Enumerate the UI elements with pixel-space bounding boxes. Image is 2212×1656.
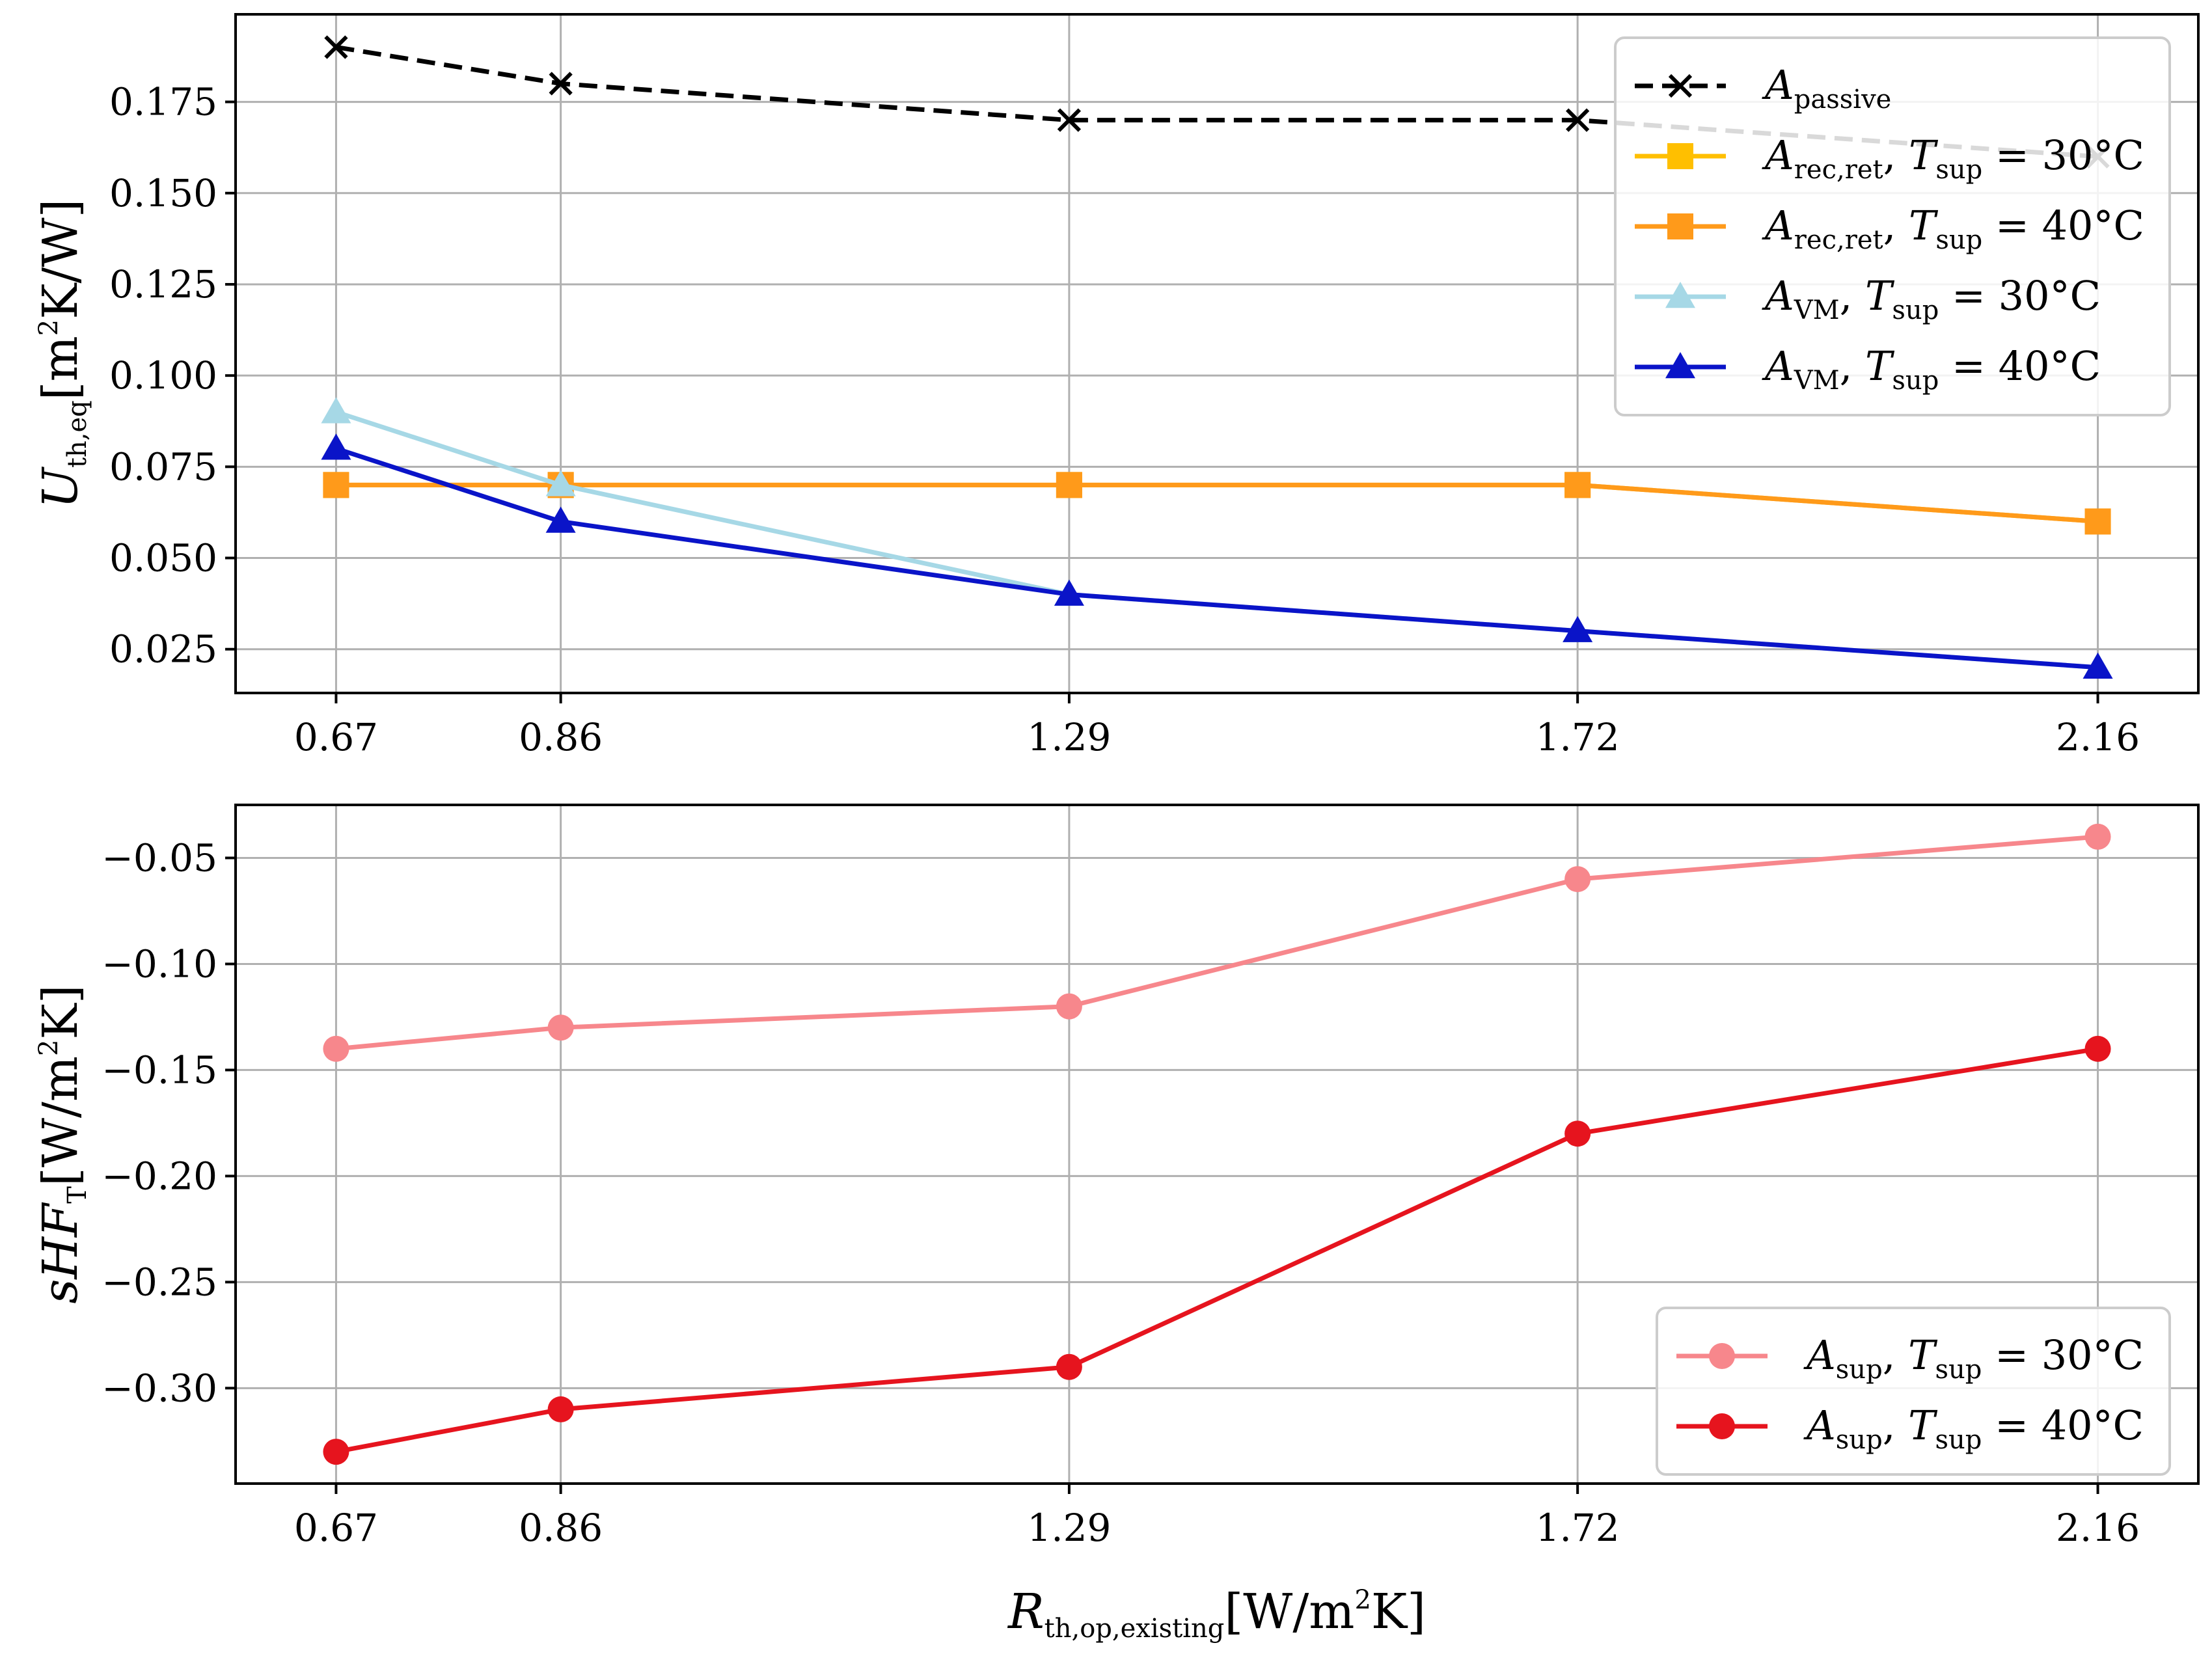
x-tick-label: 0.67 bbox=[294, 715, 378, 759]
triangle-marker bbox=[1054, 579, 1084, 606]
x-marker bbox=[549, 72, 573, 96]
circle-marker bbox=[1564, 1120, 1591, 1147]
legend-label: Arec,ret, Tsup = 30°C bbox=[1762, 131, 2144, 185]
y-tick-label: 0.125 bbox=[109, 262, 217, 306]
circle-marker bbox=[1564, 866, 1591, 893]
circle-marker bbox=[2084, 1035, 2111, 1062]
square-marker bbox=[1056, 472, 1082, 498]
series-line bbox=[336, 482, 2098, 524]
circle-marker bbox=[2084, 823, 2111, 850]
square-marker bbox=[1667, 143, 1693, 169]
x-marker bbox=[1668, 74, 1693, 98]
axes-frame bbox=[234, 804, 2200, 1485]
x-tick-label: 2.16 bbox=[2056, 715, 2140, 759]
series-line bbox=[335, 45, 2098, 159]
x-tick-label: 1.72 bbox=[1536, 1506, 1620, 1550]
x-tick-label: 2.16 bbox=[2056, 1506, 2140, 1550]
square-marker bbox=[1667, 213, 1693, 239]
y-tick-label: 0.075 bbox=[109, 444, 217, 489]
legend-label: Asup, Tsup = 40°C bbox=[1803, 1402, 2144, 1455]
triangle-marker bbox=[1665, 282, 1695, 308]
legend-label: Asup, Tsup = 30°C bbox=[1803, 1331, 2144, 1385]
square-marker bbox=[323, 472, 349, 498]
legend-box bbox=[1614, 36, 2171, 416]
circle-marker bbox=[1056, 1353, 1082, 1380]
square-marker bbox=[1564, 472, 1591, 498]
x-tick-label: 1.72 bbox=[1536, 715, 1620, 759]
y-tick-label: −0.25 bbox=[102, 1260, 217, 1304]
x-marker bbox=[1057, 108, 1082, 132]
y-tick-label: −0.20 bbox=[102, 1154, 217, 1198]
y-tick-label: −0.30 bbox=[102, 1366, 217, 1410]
triangle-marker bbox=[321, 397, 351, 424]
circle-marker bbox=[323, 1035, 349, 1062]
circle-marker bbox=[547, 1396, 574, 1422]
circle-marker bbox=[547, 1014, 574, 1041]
legend-label: Arec,ret, Tsup = 40°C bbox=[1762, 202, 2144, 255]
circle-marker bbox=[323, 1439, 349, 1465]
y-tick-label: −0.10 bbox=[102, 942, 217, 986]
square-marker bbox=[2084, 508, 2111, 535]
x-marker bbox=[324, 35, 348, 59]
axes-frame bbox=[234, 13, 2200, 694]
y-tick-label: −0.15 bbox=[102, 1048, 217, 1092]
triangle-marker bbox=[2082, 652, 2113, 679]
x-tick-label: 1.29 bbox=[1027, 1506, 1111, 1550]
y-axis-label: Uth,eq[m2K/W] bbox=[33, 199, 92, 509]
legend-box bbox=[1656, 1307, 2171, 1476]
series-line bbox=[336, 834, 2098, 1052]
circle-marker bbox=[1709, 1413, 1735, 1439]
triangle-marker bbox=[1665, 352, 1695, 379]
triangle-marker bbox=[321, 433, 351, 460]
y-tick-label: 0.100 bbox=[109, 353, 217, 398]
triangle-marker bbox=[545, 470, 576, 496]
x-axis-label: Rth,op,existing[W/m2K] bbox=[1007, 1584, 1426, 1644]
x-tick-label: 0.86 bbox=[519, 1506, 603, 1550]
y-tick-label: −0.05 bbox=[102, 835, 217, 880]
triangle-marker bbox=[545, 506, 576, 533]
y-tick-label: 0.050 bbox=[109, 536, 217, 580]
x-tick-label: 0.86 bbox=[519, 715, 603, 759]
y-tick-label: 0.025 bbox=[109, 627, 217, 672]
chart-panel-2: 0.67 0.86 1.29 1.72 2.16 −0.30 −0.25 −0.20 −0.15… bbox=[33, 804, 2200, 1644]
legend-label: AVM, Tsup = 30°C bbox=[1762, 272, 2101, 325]
triangle-marker bbox=[1563, 616, 1593, 642]
circle-marker bbox=[1056, 993, 1082, 1020]
y-axis-label: sHFT[W/m2K] bbox=[33, 984, 92, 1303]
y-tick-label: 0.175 bbox=[109, 80, 217, 124]
y-tick-label: 0.150 bbox=[109, 171, 217, 215]
legend-label: Apassive bbox=[1762, 61, 1891, 115]
legend-label: AVM, Tsup = 40°C bbox=[1762, 342, 2101, 396]
chart-panel-1: 0.67 0.86 1.29 1.72 2.16 0.025 0.050 0.075 0.100… bbox=[33, 13, 2200, 759]
x-marker bbox=[1566, 108, 1590, 132]
circle-marker bbox=[1709, 1343, 1735, 1369]
x-tick-label: 1.29 bbox=[1027, 715, 1111, 759]
x-tick-label: 0.67 bbox=[294, 1506, 378, 1550]
series-line bbox=[335, 409, 2098, 670]
